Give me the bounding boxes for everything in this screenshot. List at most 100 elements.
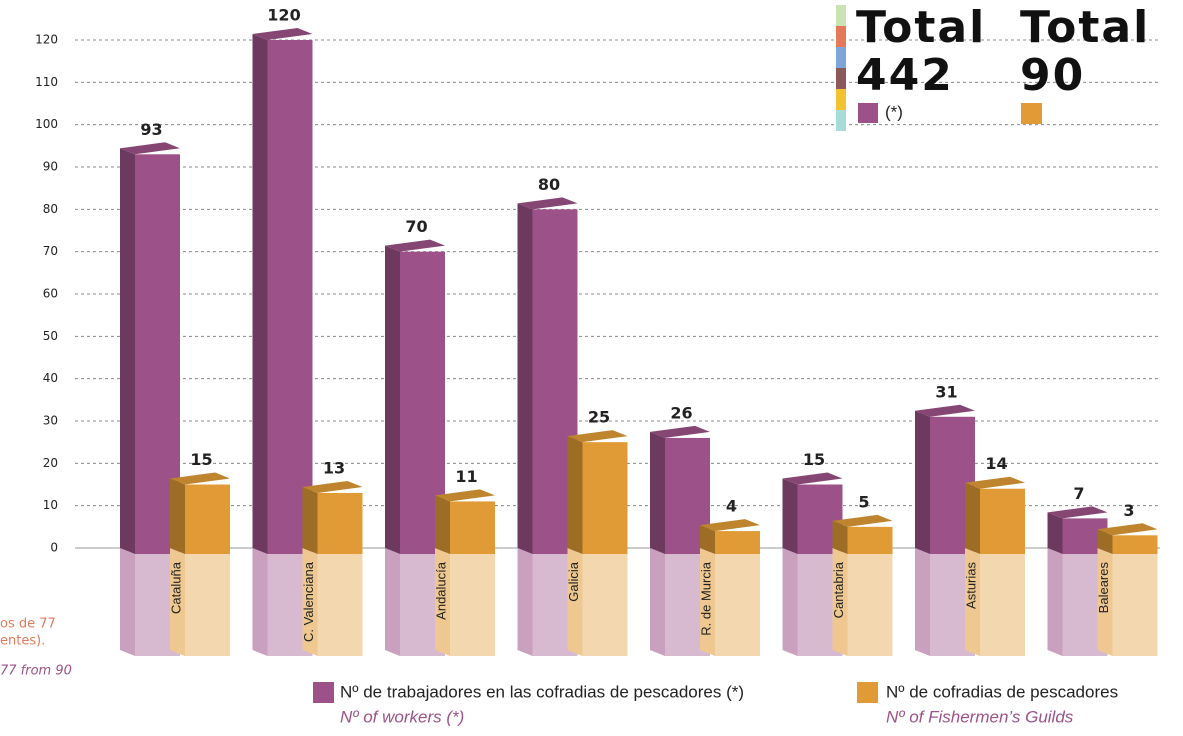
bar-group: 80 25 Galicia xyxy=(517,175,628,656)
bar-side xyxy=(965,482,980,554)
y-tick-label: 0 xyxy=(50,541,58,555)
bar-group: 15 5 Cantabria xyxy=(782,450,893,656)
total-value: 90 xyxy=(1020,50,1085,101)
x-tick-label: R. de Murcia xyxy=(698,561,713,635)
bar-reflection-side xyxy=(1097,548,1113,656)
bar-top xyxy=(517,197,578,210)
bar-side xyxy=(435,495,450,554)
bar-top xyxy=(782,472,843,485)
bar-side xyxy=(120,148,135,555)
bar xyxy=(185,484,230,554)
bar-reflection-side xyxy=(700,548,715,656)
y-tick-label: 40 xyxy=(43,371,58,385)
bar-side xyxy=(700,525,715,554)
bar xyxy=(847,526,893,554)
stripe xyxy=(836,89,846,110)
legend-swatch xyxy=(313,682,334,703)
stripe xyxy=(836,26,846,47)
bar-reflection-side xyxy=(517,548,533,656)
bar-side xyxy=(1047,512,1063,554)
legend-subtitle: Nº of workers (*) xyxy=(340,707,464,726)
total-note: (*) xyxy=(885,102,903,121)
x-tick-label: Cantabria xyxy=(831,561,846,618)
bar-top xyxy=(700,519,760,532)
bar-top xyxy=(385,239,445,252)
bar-group: 93 15 Cataluña xyxy=(120,120,230,656)
total-swatch xyxy=(858,103,878,123)
bar-reflection xyxy=(185,554,230,656)
legend-label: Nº de cofradias de pescadores xyxy=(886,682,1118,701)
y-tick-label: 10 xyxy=(43,498,58,512)
bar xyxy=(317,492,363,554)
bar xyxy=(267,40,313,554)
value-label: 7 xyxy=(1073,484,1084,503)
value-label: 3 xyxy=(1123,501,1134,520)
y-tick-label: 120 xyxy=(35,33,58,47)
value-label: 80 xyxy=(538,175,560,194)
value-label: 93 xyxy=(140,120,162,139)
legend-swatch xyxy=(857,682,878,703)
bar-reflection-side xyxy=(650,548,665,656)
y-tick-label: 100 xyxy=(35,117,58,131)
bar-group: 7 3 Baleares xyxy=(1047,484,1158,656)
bar-group: 31 14 Asturias xyxy=(915,382,1025,656)
stripe xyxy=(836,110,846,131)
bar-top xyxy=(170,472,230,485)
value-label: 70 xyxy=(405,217,427,236)
stripe xyxy=(836,68,846,89)
x-tick-label: C. Valenciana xyxy=(301,561,316,642)
bar-side xyxy=(832,520,848,554)
bar-top xyxy=(252,28,313,40)
total-swatch xyxy=(1021,103,1042,124)
bar-reflection-side xyxy=(435,548,450,656)
value-label: 11 xyxy=(455,467,477,486)
bar-top xyxy=(435,489,495,502)
bar-reflection-side xyxy=(782,548,798,656)
bar-top xyxy=(1097,523,1158,536)
bar-reflection-side xyxy=(385,548,400,656)
y-tick-label: 30 xyxy=(43,414,58,428)
bar-reflection-side xyxy=(832,548,848,656)
bar-reflection xyxy=(980,554,1025,656)
value-label: 25 xyxy=(588,408,610,427)
bar-top xyxy=(302,480,363,493)
legend-label: Nº de trabajadores en las cofradias de p… xyxy=(340,682,744,701)
stripe xyxy=(836,47,846,68)
bar-reflection xyxy=(317,554,363,656)
bar-reflection-side xyxy=(915,548,930,656)
note: os de 77 xyxy=(0,617,56,632)
bar-side xyxy=(517,203,533,555)
total-label: Total xyxy=(1020,2,1150,53)
bar-top xyxy=(650,425,710,438)
total-value: 442 xyxy=(856,50,954,101)
bar-reflection-side xyxy=(170,548,185,656)
value-label: 26 xyxy=(670,403,692,422)
bar-top xyxy=(120,142,180,155)
note: 77 from 90 xyxy=(0,664,72,679)
bar-top xyxy=(832,514,893,527)
value-label: 120 xyxy=(267,6,300,25)
bar-side xyxy=(302,486,318,554)
bar-reflection xyxy=(450,554,495,656)
note: entes). xyxy=(0,634,45,649)
bar-reflection xyxy=(847,554,893,656)
y-tick-label: 70 xyxy=(43,244,58,258)
x-tick-label: Asturias xyxy=(963,562,978,609)
bar-top xyxy=(1047,506,1108,519)
value-label: 15 xyxy=(803,450,825,469)
x-tick-label: Cataluña xyxy=(168,561,183,614)
y-tick-label: 110 xyxy=(35,75,58,89)
y-tick-label: 80 xyxy=(43,202,58,216)
bar-group: 26 4 R. de Murcia xyxy=(650,403,760,656)
bar-side xyxy=(782,478,798,554)
x-tick-label: Andalucía xyxy=(433,561,448,620)
bar-side xyxy=(1097,529,1113,554)
value-label: 5 xyxy=(858,492,869,511)
bar-reflection-side xyxy=(302,548,318,656)
value-label: 15 xyxy=(190,450,212,469)
bar-side xyxy=(915,410,930,554)
total-label: Total xyxy=(856,2,986,53)
bar-reflection-side xyxy=(120,548,135,656)
bar xyxy=(582,442,628,554)
